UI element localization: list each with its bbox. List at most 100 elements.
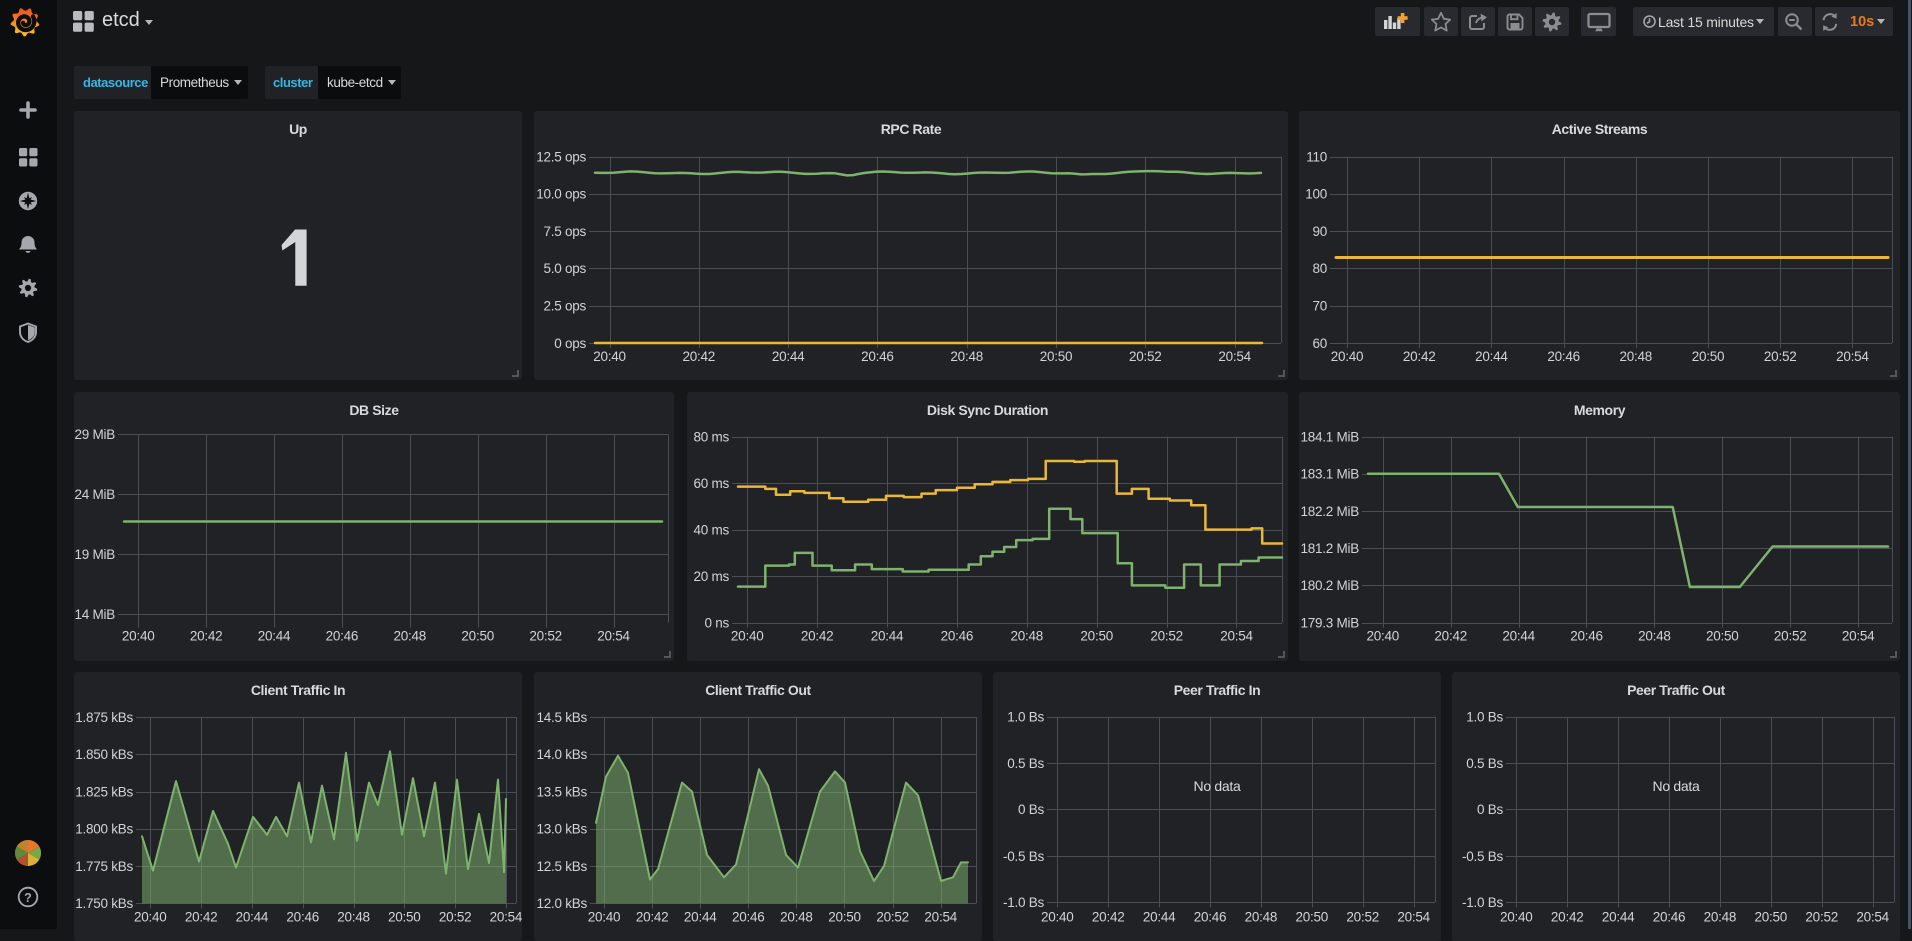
svg-text:20:42: 20:42 [683, 349, 716, 364]
svg-text:80 ms: 80 ms [693, 429, 729, 444]
svg-text:90: 90 [1312, 224, 1327, 239]
svg-text:20:52: 20:52 [1346, 909, 1379, 924]
svg-text:0 Bs: 0 Bs [1018, 802, 1045, 817]
svg-text:No data: No data [1653, 778, 1700, 794]
svg-text:20:44: 20:44 [871, 629, 904, 644]
svg-text:20:42: 20:42 [185, 909, 218, 924]
svg-text:20:48: 20:48 [1704, 909, 1737, 924]
svg-text:20:40: 20:40 [1041, 909, 1074, 924]
svg-text:0 ns: 0 ns [704, 615, 729, 630]
svg-text:20:48: 20:48 [1620, 349, 1653, 364]
svg-text:0.5 Bs: 0.5 Bs [1466, 756, 1503, 771]
svg-text:20:42: 20:42 [1551, 909, 1584, 924]
svg-text:5.0 ops: 5.0 ops [543, 261, 586, 276]
svg-text:20:40: 20:40 [122, 629, 155, 644]
svg-text:0.5 Bs: 0.5 Bs [1007, 756, 1044, 771]
svg-text:20:52: 20:52 [1774, 629, 1807, 644]
svg-text:20:40: 20:40 [731, 629, 764, 644]
svg-text:60 ms: 60 ms [693, 476, 729, 491]
svg-text:10.0 ops: 10.0 ops [536, 187, 586, 202]
svg-text:180.2 MiB: 180.2 MiB [1300, 578, 1359, 593]
svg-text:20:52: 20:52 [439, 909, 472, 924]
svg-text:20:48: 20:48 [394, 629, 427, 644]
svg-text:7.5 ops: 7.5 ops [543, 224, 586, 239]
svg-text:183.1 MiB: 183.1 MiB [1300, 467, 1359, 482]
svg-text:20:52: 20:52 [1764, 349, 1797, 364]
svg-text:20:48: 20:48 [1638, 629, 1671, 644]
svg-text:?: ? [24, 891, 32, 905]
svg-text:20:54: 20:54 [1836, 349, 1869, 364]
svg-text:1.850 kBs: 1.850 kBs [75, 747, 133, 762]
svg-text:20:54: 20:54 [1218, 349, 1251, 364]
svg-text:20:44: 20:44 [1475, 349, 1508, 364]
svg-text:29 MiB: 29 MiB [74, 427, 115, 442]
svg-text:19 MiB: 19 MiB [74, 547, 115, 562]
svg-text:20:46: 20:46 [861, 349, 894, 364]
svg-text:20:44: 20:44 [258, 629, 291, 644]
svg-text:20:42: 20:42 [1092, 909, 1125, 924]
svg-text:20:50: 20:50 [1706, 629, 1739, 644]
svg-text:20:54: 20:54 [1220, 629, 1253, 644]
svg-text:20:42: 20:42 [1434, 629, 1467, 644]
svg-text:20:46: 20:46 [326, 629, 359, 644]
svg-text:20:40: 20:40 [588, 909, 621, 924]
svg-text:20:52: 20:52 [1150, 629, 1183, 644]
svg-text:0 ops: 0 ops [554, 336, 586, 351]
svg-text:14.0 kBs: 14.0 kBs [536, 747, 587, 762]
svg-text:1.0 Bs: 1.0 Bs [1007, 710, 1044, 725]
svg-text:2.5 ops: 2.5 ops [543, 299, 586, 314]
svg-text:20:48: 20:48 [950, 349, 983, 364]
svg-text:-0.5 Bs: -0.5 Bs [1003, 849, 1045, 864]
svg-text:No data: No data [1194, 778, 1241, 794]
svg-text:1.875 kBs: 1.875 kBs [75, 710, 133, 725]
svg-text:20:42: 20:42 [1403, 349, 1436, 364]
svg-text:13.5 kBs: 13.5 kBs [536, 784, 587, 799]
svg-text:1.775 kBs: 1.775 kBs [75, 859, 133, 874]
svg-text:20:42: 20:42 [801, 629, 834, 644]
svg-text:20:40: 20:40 [1367, 629, 1400, 644]
svg-text:184.1 MiB: 184.1 MiB [1300, 429, 1359, 444]
svg-text:40 ms: 40 ms [693, 522, 729, 537]
svg-text:20:44: 20:44 [236, 909, 269, 924]
svg-text:20:40: 20:40 [1500, 909, 1533, 924]
svg-text:70: 70 [1312, 299, 1327, 314]
svg-text:20:54: 20:54 [597, 629, 630, 644]
svg-text:80: 80 [1312, 261, 1327, 276]
svg-text:20:48: 20:48 [1011, 629, 1044, 644]
svg-text:182.2 MiB: 182.2 MiB [1300, 504, 1359, 519]
svg-text:20:52: 20:52 [1805, 909, 1838, 924]
svg-text:-1.0 Bs: -1.0 Bs [1462, 895, 1504, 910]
svg-text:20:44: 20:44 [684, 909, 717, 924]
svg-text:14.5 kBs: 14.5 kBs [536, 710, 587, 725]
svg-text:20:50: 20:50 [1080, 629, 1113, 644]
svg-text:14 MiB: 14 MiB [74, 607, 115, 622]
svg-text:20:54: 20:54 [1856, 909, 1889, 924]
svg-text:20:46: 20:46 [1570, 629, 1603, 644]
svg-text:20:42: 20:42 [636, 909, 669, 924]
svg-text:20:40: 20:40 [134, 909, 167, 924]
svg-text:20:52: 20:52 [1129, 349, 1162, 364]
svg-text:1.750 kBs: 1.750 kBs [75, 896, 133, 911]
svg-text:20:44: 20:44 [772, 349, 805, 364]
svg-text:1.800 kBs: 1.800 kBs [75, 822, 133, 837]
svg-text:13.0 kBs: 13.0 kBs [536, 822, 587, 837]
svg-text:20:44: 20:44 [1143, 909, 1176, 924]
svg-text:20:50: 20:50 [1296, 909, 1329, 924]
svg-text:20:54: 20:54 [1397, 909, 1430, 924]
svg-text:20:46: 20:46 [1547, 349, 1580, 364]
svg-text:20:52: 20:52 [529, 629, 562, 644]
svg-text:20:44: 20:44 [1602, 909, 1635, 924]
svg-text:20:46: 20:46 [941, 629, 974, 644]
svg-text:20:48: 20:48 [337, 909, 370, 924]
svg-text:12.5 kBs: 12.5 kBs [536, 859, 587, 874]
svg-text:181.2 MiB: 181.2 MiB [1300, 541, 1359, 556]
svg-text:20:54: 20:54 [490, 909, 523, 924]
svg-text:20:46: 20:46 [1194, 909, 1227, 924]
svg-text:-1.0 Bs: -1.0 Bs [1003, 895, 1045, 910]
svg-text:20 ms: 20 ms [693, 569, 729, 584]
svg-text:20:46: 20:46 [732, 909, 765, 924]
svg-text:20:50: 20:50 [388, 909, 421, 924]
svg-text:12.5 ops: 12.5 ops [536, 149, 586, 164]
svg-text:100: 100 [1305, 187, 1327, 202]
svg-text:20:46: 20:46 [1653, 909, 1686, 924]
